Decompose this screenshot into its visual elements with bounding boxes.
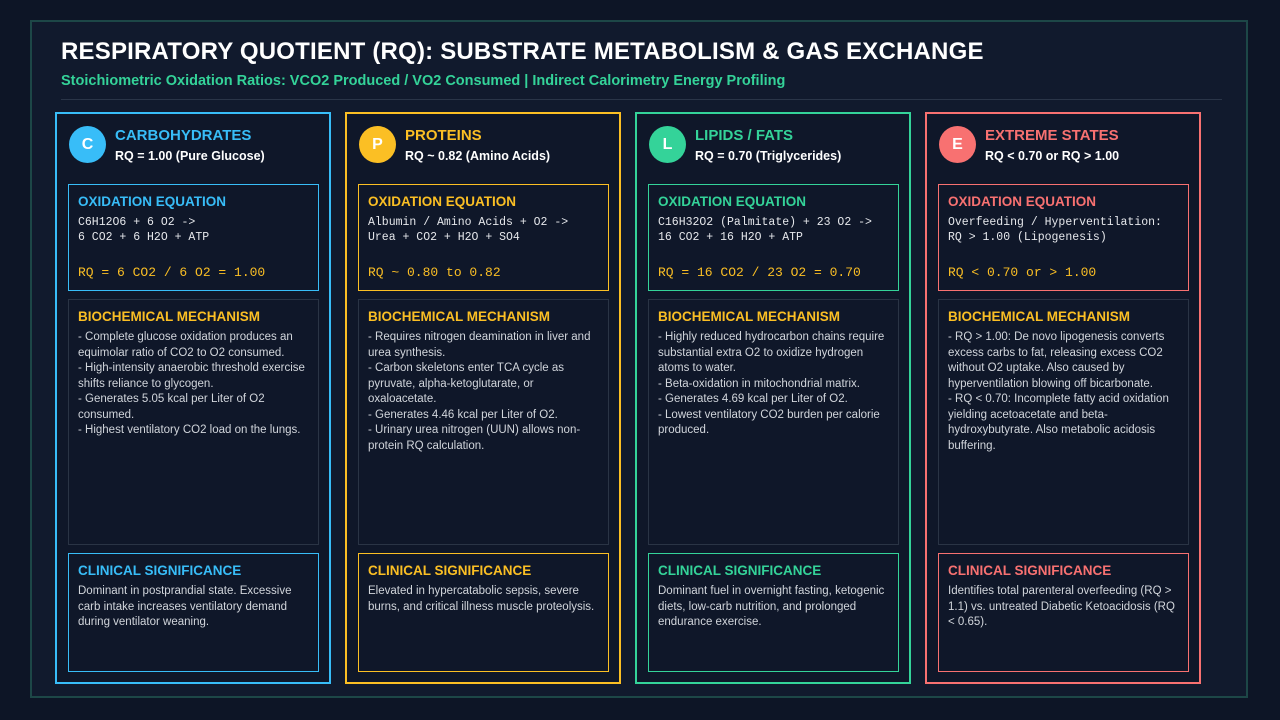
mechanism-item: - Carbon skeletons enter TCA cycle as py… bbox=[368, 362, 565, 405]
separator bbox=[61, 99, 1222, 100]
badge: L bbox=[649, 126, 686, 163]
card-title: CARBOHYDRATES bbox=[115, 127, 252, 144]
rq-value: RQ = 0.70 (Triglycerides) bbox=[695, 149, 842, 163]
mechanism-item: - Generates 5.05 kcal per Liter of O2 co… bbox=[78, 393, 265, 421]
clinical-box: CLINICAL SIGNIFICANCE Dominant in postpra… bbox=[68, 553, 319, 672]
equation-line: Urea + CO2 + H2O + SO4 bbox=[368, 231, 520, 244]
section-heading: OXIDATION EQUATION bbox=[658, 194, 806, 209]
section-heading: OXIDATION EQUATION bbox=[78, 194, 226, 209]
panel: RESPIRATORY QUOTIENT (RQ): SUBSTRATE MET… bbox=[30, 20, 1248, 698]
card-title: LIPIDS / FATS bbox=[695, 127, 794, 144]
equation-box: OXIDATION EQUATION Albumin / Amino Acids … bbox=[358, 184, 609, 291]
card: E EXTREME STATES RQ < 0.70 or RQ > 1.00 OXI… bbox=[925, 112, 1201, 684]
section-heading: OXIDATION EQUATION bbox=[948, 194, 1096, 209]
mechanism-item: - RQ < 0.70: Incomplete fatty acid oxida… bbox=[948, 393, 1169, 452]
mechanism-item: - Highest ventilatory CO2 load on the lu… bbox=[78, 424, 301, 436]
equation-line: RQ > 1.00 (Lipogenesis) bbox=[948, 231, 1107, 244]
badge: C bbox=[69, 126, 106, 163]
equation-line: 16 CO2 + 16 H2O + ATP bbox=[658, 231, 803, 244]
section-heading: OXIDATION EQUATION bbox=[368, 194, 516, 209]
card: P PROTEINS RQ ~ 0.82 (Amino Acids) OXIDATIO… bbox=[345, 112, 621, 684]
equation-box: OXIDATION EQUATION Overfeeding / Hyperven… bbox=[938, 184, 1189, 291]
equation-result: RQ = 16 CO2 / 23 O2 = 0.70 bbox=[658, 265, 861, 280]
section-heading: CLINICAL SIGNIFICANCE bbox=[948, 563, 1112, 578]
clinical-text: Dominant fuel in overnight fasting, keto… bbox=[658, 585, 885, 628]
equation-box: OXIDATION EQUATION C6H12O6 + 6 O2 -> 6 CO2… bbox=[68, 184, 319, 291]
section-heading: BIOCHEMICAL MECHANISM bbox=[948, 309, 1130, 324]
equation-box: OXIDATION EQUATION C16H32O2 (Palmitate) +… bbox=[648, 184, 899, 291]
rq-value: RQ = 1.00 (Pure Glucose) bbox=[115, 149, 265, 163]
mechanism-item: - Lowest ventilatory CO2 burden per calo… bbox=[658, 408, 880, 437]
section-heading: CLINICAL SIGNIFICANCE bbox=[368, 563, 532, 578]
section-heading: BIOCHEMICAL MECHANISM bbox=[658, 309, 840, 324]
mechanism-item: - Complete glucose oxidation produces an… bbox=[78, 331, 293, 359]
equation-line: 6 CO2 + 6 H2O + ATP bbox=[78, 231, 210, 244]
equation-line: C6H12O6 + 6 O2 -> bbox=[78, 216, 196, 229]
mechanism-box: BIOCHEMICAL MECHANISM - Highly reduced hy… bbox=[648, 299, 899, 545]
clinical-box: CLINICAL SIGNIFICANCE Elevated in hyperca… bbox=[358, 553, 609, 672]
rq-value: RQ < 0.70 or RQ > 1.00 bbox=[985, 149, 1120, 163]
section-heading: CLINICAL SIGNIFICANCE bbox=[78, 563, 242, 578]
clinical-box: CLINICAL SIGNIFICANCE Identifies total pa… bbox=[938, 553, 1189, 672]
rq-value: RQ ~ 0.82 (Amino Acids) bbox=[405, 149, 551, 163]
equation-result: RQ = 6 CO2 / 6 O2 = 1.00 bbox=[78, 265, 266, 280]
equation-result: RQ < 0.70 or > 1.00 bbox=[948, 265, 1097, 280]
equation-line: Albumin / Amino Acids + O2 -> bbox=[368, 216, 569, 229]
clinical-text: Elevated in hypercatabolic sepsis, sever… bbox=[368, 585, 595, 613]
section-heading: CLINICAL SIGNIFICANCE bbox=[658, 563, 822, 578]
mechanism-item: - Beta-oxidation in mitochondrial matrix… bbox=[658, 377, 860, 390]
badge: P bbox=[359, 126, 396, 163]
mechanism-item: - Requires nitrogen deamination in liver… bbox=[368, 331, 591, 359]
mechanism-item: - Generates 4.46 kcal per Liter of O2. bbox=[368, 408, 558, 421]
badge: E bbox=[939, 126, 976, 163]
mechanism-box: BIOCHEMICAL MECHANISM - Requires nitrogen… bbox=[358, 299, 609, 545]
equation-line: C16H32O2 (Palmitate) + 23 O2 -> bbox=[658, 216, 872, 229]
section-heading: BIOCHEMICAL MECHANISM bbox=[78, 309, 260, 324]
mechanism-box: BIOCHEMICAL MECHANISM - Complete glucose … bbox=[68, 299, 319, 545]
subtitle: Stoichiometric Oxidation Ratios: VCO2 Pr… bbox=[61, 73, 786, 89]
card: L LIPIDS / FATS RQ = 0.70 (Triglycerides) O… bbox=[635, 112, 911, 684]
title: RESPIRATORY QUOTIENT (RQ): SUBSTRATE MET… bbox=[61, 38, 984, 65]
mechanism-item: - High-intensity anaerobic threshold exe… bbox=[78, 362, 305, 390]
clinical-text: Dominant in postprandial state. Excessiv… bbox=[78, 585, 292, 628]
clinical-box: CLINICAL SIGNIFICANCE Dominant fuel in ov… bbox=[648, 553, 899, 672]
mechanism-item: - Generates 4.69 kcal per Liter of O2. bbox=[658, 393, 848, 405]
mechanism-item: - Highly reduced hydrocarbon chains requ… bbox=[658, 331, 885, 374]
equation-line: Overfeeding / Hyperventilation: bbox=[948, 216, 1162, 229]
section-heading: BIOCHEMICAL MECHANISM bbox=[368, 309, 550, 324]
mechanism-box: BIOCHEMICAL MECHANISM - RQ > 1.00: De nov… bbox=[938, 299, 1189, 545]
card-title: EXTREME STATES bbox=[985, 127, 1119, 144]
clinical-text: Identifies total parenteral overfeeding … bbox=[948, 585, 1175, 628]
mechanism-item: - RQ > 1.00: De novo lipogenesis convert… bbox=[948, 331, 1165, 390]
card: C CARBOHYDRATES RQ = 1.00 (Pure Glucose) OX… bbox=[55, 112, 331, 684]
mechanism-item: - Urinary urea nitrogen (UUN) allows non… bbox=[368, 424, 581, 452]
card-title: PROTEINS bbox=[405, 127, 482, 144]
equation-result: RQ ~ 0.80 to 0.82 bbox=[368, 265, 501, 280]
